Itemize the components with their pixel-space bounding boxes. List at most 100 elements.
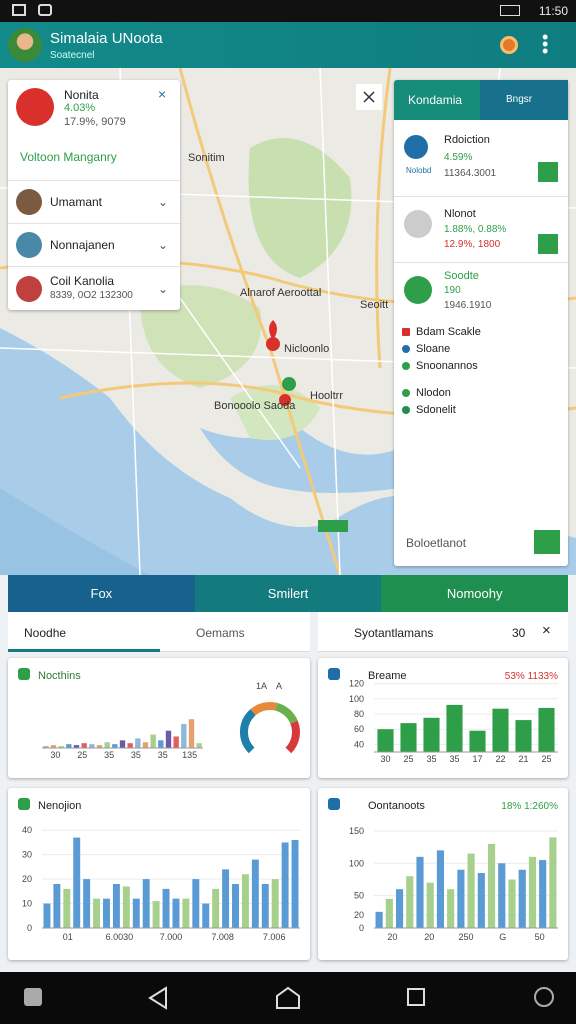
bar xyxy=(158,740,164,748)
bar xyxy=(498,863,506,928)
legend-item: Snoonannos xyxy=(402,360,562,372)
bar xyxy=(406,876,414,928)
bar xyxy=(50,745,57,748)
tab[interactable]: Smilert xyxy=(194,575,382,612)
legend-dot xyxy=(402,345,410,353)
item-tag: Nolobd xyxy=(406,166,432,175)
add-button[interactable] xyxy=(538,234,558,254)
chevron: ⌄ xyxy=(157,194,168,209)
chart: Nocthins 30 25 35 35 35 135 1A A xyxy=(18,668,300,760)
x-tick-label: 50 xyxy=(535,932,545,942)
app-title: Simalaia UNoota xyxy=(50,30,163,47)
section-title: Voltoon Manganry xyxy=(20,150,117,164)
bar xyxy=(89,744,95,748)
bar xyxy=(467,853,475,928)
x-tick-label: 6.0030 xyxy=(106,932,134,942)
person-row[interactable]: Coil Kanolia 8339, 0O2 132300 ⌄ xyxy=(8,266,180,310)
legend-dot xyxy=(402,362,410,370)
tab[interactable]: Fox xyxy=(8,575,195,612)
y-tick-label: 100 xyxy=(349,694,364,704)
item-title: Soodte xyxy=(444,270,479,282)
map-water xyxy=(200,428,400,493)
item-value: 190 xyxy=(444,285,461,296)
bar xyxy=(446,704,463,752)
nav-icon[interactable] xyxy=(24,988,42,1006)
bar xyxy=(173,736,179,748)
person-row[interactable]: Umamant ⌄ xyxy=(8,180,180,222)
subtab[interactable]: Oemams xyxy=(196,626,245,640)
action-button[interactable] xyxy=(534,530,560,554)
map-pin[interactable] xyxy=(282,377,296,391)
bar xyxy=(53,884,61,928)
person-row[interactable]: Nonnajanen ⌄ xyxy=(8,223,180,265)
y-tick-label: 20 xyxy=(354,910,364,920)
bar xyxy=(281,842,289,928)
menu-button[interactable]: • • • xyxy=(542,27,549,61)
chart-badge: 18% 1:260% xyxy=(501,801,558,812)
bar xyxy=(188,719,195,748)
legend-dot xyxy=(402,389,410,397)
bar xyxy=(395,889,404,928)
nav-icon[interactable] xyxy=(534,987,554,1007)
map-pin[interactable] xyxy=(279,394,291,406)
bar xyxy=(447,889,455,928)
x-tick-label: 250 xyxy=(458,932,473,942)
panel-tab-label[interactable]: Kondamia xyxy=(408,93,463,107)
chart-badge: 53% 1133% xyxy=(505,671,558,682)
person-name: Nonnajanen xyxy=(50,237,115,252)
tab-bar: Fox Smilert Nomoohy xyxy=(8,575,569,612)
y-tick-label: 0 xyxy=(27,923,32,933)
location-button[interactable] xyxy=(500,36,518,54)
bar xyxy=(528,856,537,928)
title-icon xyxy=(328,798,340,810)
tab[interactable]: Nomoohy xyxy=(381,575,569,612)
x-tick-label: 35 xyxy=(158,750,168,760)
subtab[interactable]: 30 xyxy=(512,626,526,640)
subtab[interactable]: Noodhe xyxy=(24,626,67,640)
bar xyxy=(538,707,555,752)
bar xyxy=(93,898,101,928)
item-title: Rdoiction xyxy=(444,134,490,146)
bar xyxy=(436,850,445,928)
panel-tab-label[interactable]: Bngsr xyxy=(506,94,533,105)
item-value: 1.88%, 0.88% xyxy=(444,224,507,235)
legend-label: Sdonelit xyxy=(416,404,456,416)
close-button[interactable]: × xyxy=(158,86,167,102)
nav-recents[interactable] xyxy=(407,988,425,1006)
nav-back[interactable] xyxy=(146,986,172,1010)
add-button[interactable] xyxy=(538,162,558,182)
bar xyxy=(43,746,49,748)
bar xyxy=(172,898,180,928)
bar xyxy=(142,742,149,748)
x-tick-label: 35 xyxy=(104,750,114,760)
map-pin[interactable] xyxy=(269,320,277,340)
panel-tab[interactable] xyxy=(480,80,568,120)
bar xyxy=(477,873,485,928)
x-tick-label: 01 xyxy=(63,932,73,942)
y-tick-label: 0 xyxy=(359,923,364,933)
y-tick-label: 150 xyxy=(349,826,364,836)
bar xyxy=(58,746,64,748)
close-button[interactable]: × xyxy=(542,622,551,639)
map-park xyxy=(140,285,262,388)
subtab[interactable]: Syotantlamans xyxy=(354,626,434,640)
gauge-segment xyxy=(250,702,278,716)
divider xyxy=(394,262,568,263)
alert-icon xyxy=(16,88,54,126)
map-pin[interactable] xyxy=(266,337,280,351)
bar xyxy=(492,708,509,752)
bar xyxy=(162,888,170,928)
person-name: Umamant xyxy=(50,194,103,209)
chart-card: Breame 53% 1133% 40 60 80 100 120 30 25 35 35 17 22 2… xyxy=(318,658,568,778)
item-icon xyxy=(404,135,428,159)
side-panel: Kondamia Bngsr Rdoiction 4.59% 11364.300… xyxy=(394,80,568,566)
chart: Nenojion 0 10 20 30 40 01 6.0030 7.000 7.008 7.006 xyxy=(18,798,300,942)
y-tick-label: 120 xyxy=(349,679,364,689)
nav-home[interactable] xyxy=(274,986,302,1010)
bar xyxy=(112,884,120,928)
avatar[interactable] xyxy=(8,28,42,62)
x-tick-label: 135 xyxy=(182,750,197,760)
bar xyxy=(103,898,110,928)
chart-card: Nocthins 30 25 35 35 35 135 1A A xyxy=(8,658,310,778)
